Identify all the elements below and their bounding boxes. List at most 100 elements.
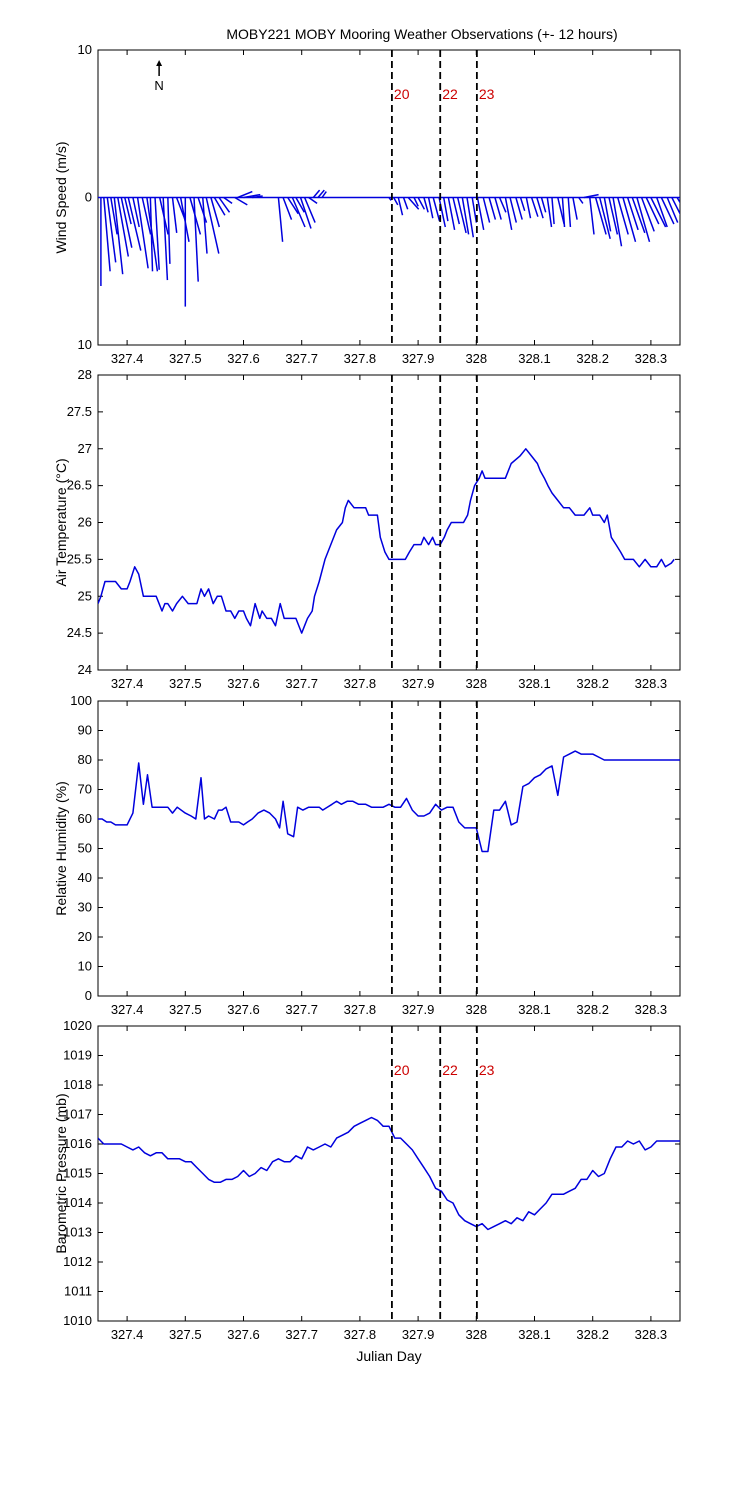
y-tick-label: 1014	[63, 1195, 92, 1210]
wind-vector	[237, 190, 253, 199]
wind-vector	[132, 197, 140, 228]
wind-vector	[515, 197, 523, 220]
series-group	[98, 750, 680, 853]
y-axis-label: Wind Speed (m/s)	[53, 141, 69, 253]
panel-humidity: 327.4 327.5 327.6 327.7 327.8 327.9 328 328.1 32…	[53, 693, 681, 1017]
y-tick-label: 1017	[63, 1107, 92, 1122]
y-tick-label: 100	[70, 693, 92, 708]
wind-vector	[438, 197, 447, 228]
wind-vector	[193, 197, 199, 282]
series-line-air-temp	[98, 448, 675, 634]
wind-vector	[622, 197, 637, 243]
x-tick-label: 327.5	[169, 1002, 202, 1017]
wind-vector	[476, 197, 485, 231]
wind-vector	[308, 196, 318, 205]
wind-vector	[461, 197, 470, 235]
wind-vector	[106, 197, 117, 263]
x-tick-label: 327.9	[402, 351, 435, 366]
y-tick-label: 0	[85, 190, 92, 205]
x-tick-label: 328.1	[518, 1002, 551, 1017]
wind-vector	[321, 191, 327, 198]
y-tick-label: 10	[78, 337, 92, 352]
wind-vector	[594, 197, 607, 235]
x-tick-label: 328.1	[518, 351, 551, 366]
wind-vector	[103, 197, 111, 272]
wind-vector	[432, 197, 441, 222]
wind-vector	[162, 197, 169, 281]
wind-vector	[626, 197, 639, 231]
wind-vector	[171, 197, 178, 233]
wind-vector	[598, 197, 611, 239]
x-tick-label: 328.2	[576, 676, 609, 691]
wind-vector	[397, 197, 404, 216]
x-tick-label: 328.3	[635, 676, 668, 691]
x-tick-label: 327.6	[227, 1327, 260, 1342]
wind-vector	[407, 197, 420, 210]
y-tick-label: 10	[78, 959, 92, 974]
wind-vector	[612, 197, 623, 247]
wind-vector	[423, 197, 429, 213]
x-tick-label: 327.7	[285, 1327, 318, 1342]
wind-vector	[113, 197, 124, 275]
wind-vector	[127, 197, 142, 251]
wind-vector	[509, 197, 518, 223]
y-tick-label: 1020	[63, 1018, 92, 1033]
event-label: 22	[442, 86, 458, 102]
wind-vector	[393, 197, 399, 206]
x-tick-label: 327.5	[169, 676, 202, 691]
wind-vector	[656, 197, 668, 228]
wind-vector	[110, 197, 118, 235]
y-tick-label: 70	[78, 782, 92, 797]
wind-vector	[213, 197, 226, 216]
wind-vector	[117, 197, 130, 257]
x-tick-label: 327.9	[402, 1002, 435, 1017]
wind-vector	[525, 197, 532, 219]
series-group	[98, 1116, 680, 1231]
wind-vector	[540, 197, 547, 213]
y-tick-label: 1011	[64, 1284, 92, 1299]
event-label: 20	[394, 86, 410, 102]
y-tick-label: 0	[85, 988, 92, 1003]
x-tick-label: 328.1	[518, 676, 551, 691]
x-tick-label: 327.9	[402, 676, 435, 691]
wind-vector	[243, 193, 261, 199]
y-tick-label: 1010	[63, 1313, 92, 1328]
wind-vector	[466, 197, 475, 238]
wind-vector	[504, 197, 513, 231]
y-tick-label: 24	[78, 662, 92, 677]
wind-vector	[252, 195, 263, 199]
wind-vector	[154, 197, 160, 270]
wind-vector	[456, 197, 467, 234]
x-tick-label: 328	[465, 1327, 487, 1342]
y-axis-label: Air Temperature (°C)	[53, 458, 69, 586]
x-tick-label: 328.2	[576, 1002, 609, 1017]
wind-vector	[666, 197, 679, 223]
x-tick-label: 328.2	[576, 351, 609, 366]
y-tick-label: 27.5	[67, 404, 92, 419]
series-group	[98, 448, 675, 634]
wind-vector	[295, 197, 305, 213]
x-tick-label: 327.7	[285, 1002, 318, 1017]
wind-vector	[124, 197, 132, 225]
wind-vector	[291, 197, 306, 228]
y-tick-label: 1016	[63, 1136, 92, 1151]
y-tick-label: 1018	[63, 1077, 92, 1092]
wind-vector	[640, 197, 655, 232]
wind-vector	[617, 197, 629, 235]
wind-vector	[417, 197, 426, 210]
y-tick-label: 1019	[63, 1048, 92, 1063]
y-tick-label: 90	[78, 723, 92, 738]
wind-vector	[603, 197, 612, 232]
x-tick-label: 328.1	[518, 1327, 551, 1342]
wind-vector	[312, 189, 321, 198]
wind-vector	[218, 197, 231, 213]
x-tick-label: 327.8	[344, 1002, 377, 1017]
wind-vector	[287, 197, 299, 215]
wind-vector	[402, 197, 409, 210]
wind-vector	[427, 197, 434, 219]
y-tick-label: 10	[78, 42, 92, 57]
wind-vector	[120, 197, 133, 248]
wind-vector	[482, 197, 491, 223]
wind-vector	[136, 197, 149, 269]
